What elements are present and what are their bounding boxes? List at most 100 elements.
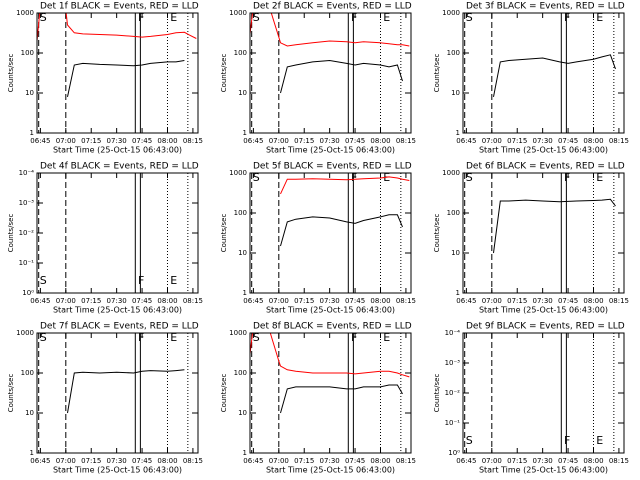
panel-title: Det 1f BLACK = Events, RED = LLD — [40, 2, 199, 12]
x-axis-label: Start Time (25-Oct-15 06:43:00) — [53, 146, 182, 155]
time-marker-label: F — [138, 331, 144, 344]
panel-title: Det 5f BLACK = Events, RED = LLD — [253, 162, 412, 172]
y-tick-label: 10⁻¹ — [445, 419, 461, 427]
x-tick-label: 07:45 — [132, 297, 152, 305]
x-tick-label: 07:45 — [558, 137, 578, 145]
time-marker-label: F — [351, 11, 357, 24]
x-tick-label: 07:00 — [56, 457, 76, 465]
x-tick-label: 07:45 — [345, 297, 365, 305]
series-line — [280, 176, 410, 195]
x-tick-label: 07:00 — [482, 297, 502, 305]
y-tick-label: 100 — [234, 369, 247, 377]
y-tick-label: 10 — [25, 89, 34, 97]
y-axis-label: Counts/sec — [220, 214, 228, 253]
x-tick-label: 08:15 — [183, 457, 203, 465]
panel-title: Det 6f BLACK = Events, RED = LLD — [466, 162, 625, 172]
x-axis-label: Start Time (25-Oct-15 06:43:00) — [479, 306, 608, 315]
x-tick-label: 07:00 — [56, 137, 76, 145]
y-tick-label: 100 — [234, 209, 247, 217]
x-tick-label: 07:45 — [558, 297, 578, 305]
x-tick-label: 07:30 — [533, 137, 553, 145]
x-tick-label: 06:45 — [456, 457, 476, 465]
x-axis-label: Start Time (25-Oct-15 06:43:00) — [53, 306, 182, 315]
time-marker-label: E — [596, 11, 603, 24]
y-axis-label: Counts/sec — [433, 54, 441, 93]
x-tick-label: 08:00 — [370, 457, 390, 465]
x-tick-label: 07:15 — [81, 457, 101, 465]
time-marker-label: S — [466, 171, 473, 184]
y-tick-label: 100 — [21, 49, 34, 57]
x-tick-label: 07:15 — [507, 297, 527, 305]
x-tick-label: 07:15 — [294, 137, 314, 145]
y-tick-label: 10 — [451, 89, 460, 97]
x-tick-label: 08:15 — [609, 457, 629, 465]
y-tick-label: 10⁻⁴ — [445, 329, 461, 337]
plot-frame — [249, 172, 412, 294]
y-tick-label: 1000 — [229, 9, 247, 17]
y-tick-label: 1 — [243, 449, 247, 457]
x-tick-label: 07:00 — [56, 297, 76, 305]
series-line — [280, 384, 403, 414]
x-tick-label: 07:30 — [320, 137, 340, 145]
time-marker-label: E — [383, 331, 390, 344]
x-tick-label: 06:45 — [243, 297, 263, 305]
x-tick-label: 08:00 — [157, 137, 177, 145]
time-marker-label: F — [138, 274, 144, 287]
x-tick-label: 07:30 — [107, 297, 127, 305]
time-marker-label: F — [564, 171, 570, 184]
x-axis-label: Start Time (25-Oct-15 06:43:00) — [266, 306, 395, 315]
x-tick-label: 07:15 — [507, 137, 527, 145]
x-axis-label: Start Time (25-Oct-15 06:43:00) — [266, 146, 395, 155]
y-tick-label: 1 — [243, 289, 247, 297]
time-marker-label: E — [383, 11, 390, 24]
time-marker-label: F — [564, 434, 570, 447]
time-marker-label: E — [596, 171, 603, 184]
x-tick-label: 06:45 — [456, 137, 476, 145]
panel-title: Det 8f BLACK = Events, RED = LLD — [253, 322, 412, 332]
time-marker-label: S — [40, 11, 47, 24]
series-line — [280, 214, 403, 247]
x-axis-label: Start Time (25-Oct-15 06:43:00) — [479, 146, 608, 155]
y-tick-label: 10⁻² — [445, 389, 461, 397]
time-marker-label: S — [40, 331, 47, 344]
x-tick-label: 07:15 — [81, 137, 101, 145]
plot-frame — [36, 172, 199, 294]
x-tick-label: 08:00 — [157, 297, 177, 305]
x-tick-label: 08:00 — [157, 457, 177, 465]
x-tick-label: 08:15 — [609, 297, 629, 305]
y-axis-label: Counts/sec — [220, 54, 228, 93]
y-axis-label: Counts/sec — [7, 214, 15, 253]
series-line — [493, 198, 616, 254]
series-line — [250, 13, 410, 47]
time-marker-label: E — [170, 274, 177, 287]
y-tick-label: 10 — [238, 249, 247, 257]
x-tick-label: 08:15 — [396, 297, 416, 305]
y-axis-label: Counts/sec — [433, 374, 441, 413]
x-tick-label: 07:30 — [320, 297, 340, 305]
y-tick-label: 1000 — [229, 169, 247, 177]
series-line — [280, 59, 403, 94]
y-tick-label: 100 — [234, 49, 247, 57]
y-axis-label: Counts/sec — [433, 214, 441, 253]
x-tick-label: 07:45 — [132, 457, 152, 465]
time-marker-label: F — [564, 11, 570, 24]
panel-title: Det 7f BLACK = Events, RED = LLD — [40, 322, 199, 332]
plot-frame — [249, 332, 412, 454]
x-tick-label: 06:45 — [30, 457, 50, 465]
x-tick-label: 07:00 — [482, 137, 502, 145]
plot-frame — [36, 332, 199, 454]
time-marker-label: S — [253, 11, 260, 24]
y-tick-label: 10⁻² — [19, 229, 35, 237]
y-tick-label: 1000 — [16, 9, 34, 17]
y-tick-label: 10⁻³ — [19, 199, 35, 207]
x-tick-label: 08:00 — [583, 457, 603, 465]
time-marker-label: S — [40, 274, 47, 287]
series-line — [250, 333, 410, 378]
y-axis-label: Counts/sec — [220, 374, 228, 413]
y-tick-label: 1 — [30, 129, 34, 137]
y-tick-label: 10⁻³ — [445, 359, 461, 367]
time-marker-label: E — [170, 11, 177, 24]
y-tick-label: 100 — [21, 369, 34, 377]
y-tick-label: 10⁰ — [22, 289, 34, 297]
y-tick-label: 100 — [447, 49, 460, 57]
